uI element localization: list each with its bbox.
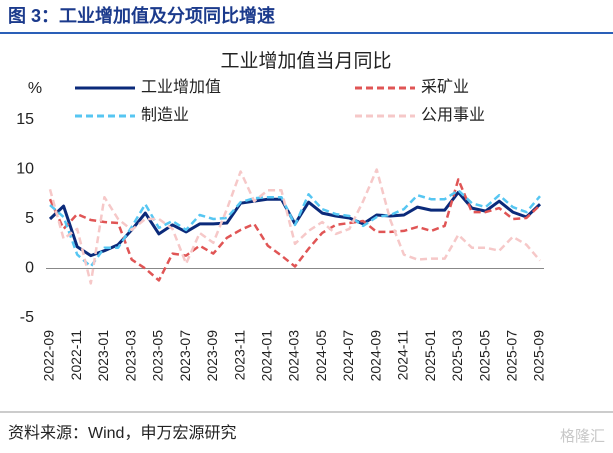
series-line bbox=[49, 189, 541, 268]
x-tick-label: 2023-11 bbox=[231, 330, 247, 381]
y-tick-label: -5 bbox=[20, 309, 34, 326]
x-tick-label: 2023-05 bbox=[150, 330, 166, 382]
legend-label: 工业增加值 bbox=[141, 78, 221, 96]
series-line bbox=[48, 178, 541, 282]
chart-title: 工业增加值当月同比 bbox=[220, 50, 391, 72]
x-tick-label: 2022-09 bbox=[41, 330, 57, 382]
x-tick-label: 2024-01 bbox=[258, 330, 274, 382]
x-tick-label: 2024-07 bbox=[340, 330, 356, 382]
source: 资料来源：Wind，申万宏源研究 bbox=[8, 424, 236, 442]
legend-label: 制造业 bbox=[141, 106, 189, 124]
x-tick-label: 2025-09 bbox=[531, 330, 547, 382]
x-tick-label: 2023-07 bbox=[177, 330, 193, 382]
x-tick-label: 2025-01 bbox=[422, 330, 438, 382]
y-tick-label: 15 bbox=[16, 111, 34, 128]
watermark: 格隆汇 bbox=[560, 428, 605, 445]
x-tick-label: 2023-09 bbox=[204, 330, 220, 382]
x-tick-label: 2025-05 bbox=[476, 330, 492, 382]
y-tick-label: 0 bbox=[25, 260, 34, 277]
y-tick-label: 10 bbox=[16, 161, 34, 178]
x-tick-label: 2024-05 bbox=[313, 330, 329, 382]
x-tick-label: 2022-11 bbox=[68, 330, 84, 381]
legend-label: 采矿业 bbox=[421, 78, 469, 96]
x-tick-label: 2023-01 bbox=[95, 330, 111, 382]
x-tick-label: 2023-03 bbox=[122, 330, 138, 382]
x-tick-label: 2025-07 bbox=[503, 330, 519, 382]
x-tick-label: 2024-09 bbox=[367, 330, 383, 382]
y-tick-label: 5 bbox=[25, 210, 34, 227]
series-line bbox=[48, 168, 541, 285]
y-axis-label: % bbox=[28, 80, 42, 97]
x-tick-label: 2024-03 bbox=[286, 330, 302, 382]
x-tick-label: 2024-11 bbox=[395, 330, 411, 381]
x-tick-label: 2025-03 bbox=[449, 330, 465, 382]
legend-label: 公用事业 bbox=[421, 106, 485, 124]
figure-title: 图 3：工业增加值及分项同比增速 bbox=[8, 5, 275, 26]
